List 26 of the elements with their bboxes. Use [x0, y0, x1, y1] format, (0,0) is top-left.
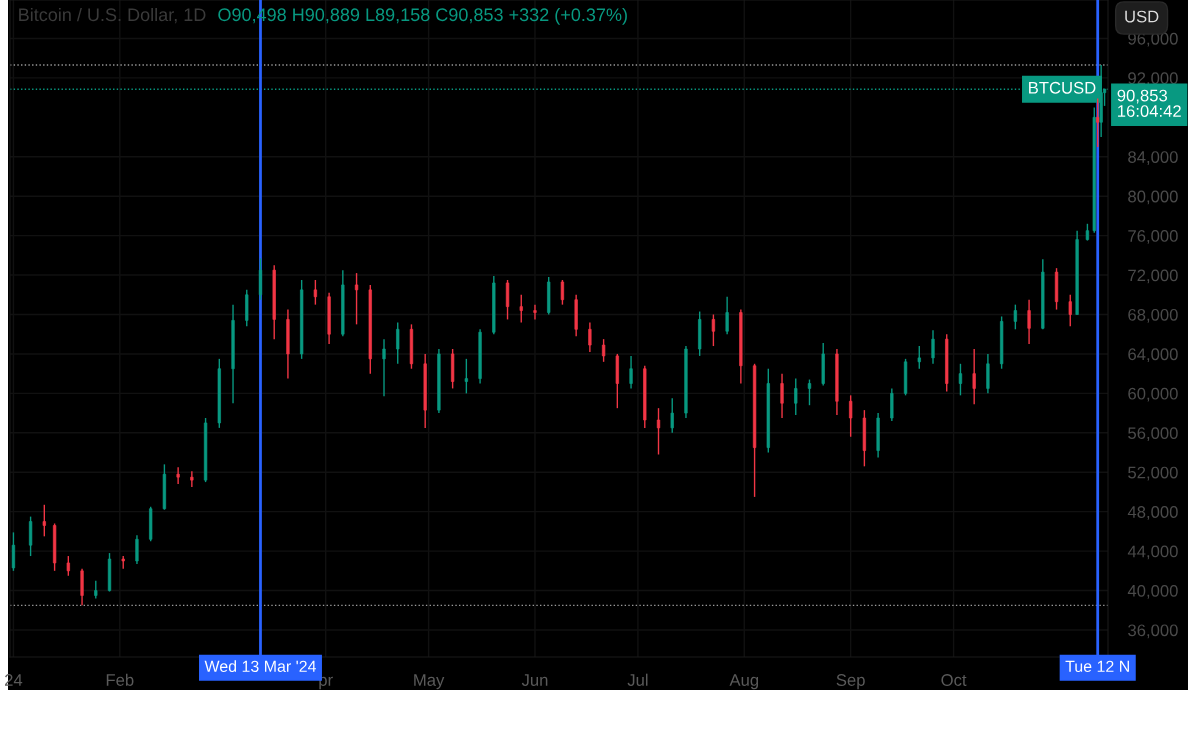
y-tick-label: 68,000 — [1128, 308, 1178, 323]
y-tick-label: 92,000 — [1128, 72, 1178, 87]
chart-title: Bitcoin / U.S. Dollar, 1D — [19, 7, 206, 24]
text: USD — [1125, 10, 1159, 23]
y-tick-label: 40,000 — [1127, 584, 1178, 599]
y-tick-label: 36,000 — [1128, 624, 1178, 639]
x-tick-label: May — [414, 674, 445, 690]
x-tick-label: Feb — [106, 673, 134, 686]
x-tick-label: Jun — [521, 674, 548, 686]
y-tick-label: 84,000 — [1128, 151, 1178, 165]
y-tick-label: 72,000 — [1128, 269, 1178, 284]
x-tick-label: Aug — [729, 674, 759, 690]
y-tick-label: 56,000 — [1128, 427, 1178, 441]
y-tick-label: 52,000 — [1128, 466, 1178, 481]
y-tick-label: 44,000 — [1127, 545, 1178, 560]
ref-line-label: Wed 13 Mar '24 — [204, 660, 316, 673]
y-tick-label: 64,000 — [1128, 348, 1178, 363]
y-tick-label: 80,000 — [1128, 190, 1178, 205]
y-tick-label: 76,000 — [1128, 230, 1178, 244]
x-tick-label: Jul — [627, 673, 648, 686]
x-tick-label: Sep — [836, 674, 865, 690]
ref-line-label: Tue 12 N — [1065, 660, 1129, 673]
y-tick-label: 60,000 — [1128, 387, 1178, 402]
y-tick-label: 48,000 — [1127, 506, 1178, 520]
x-tick-label: Oct — [941, 674, 967, 686]
legend-label: 90,853 16:04:42 — [1117, 89, 1181, 117]
